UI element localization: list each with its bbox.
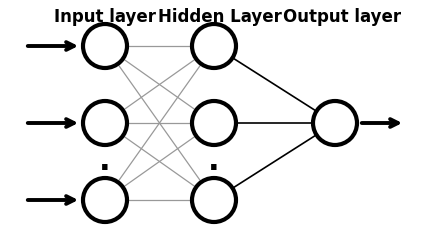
Text: .: .: [99, 148, 111, 176]
Circle shape: [192, 178, 236, 222]
Circle shape: [83, 101, 127, 145]
Circle shape: [312, 101, 356, 145]
Text: Hidden Layer: Hidden Layer: [158, 8, 281, 26]
Text: Input layer: Input layer: [54, 8, 155, 26]
Text: .: .: [208, 148, 219, 176]
Circle shape: [192, 101, 236, 145]
Circle shape: [192, 24, 236, 68]
Circle shape: [83, 24, 127, 68]
Circle shape: [83, 178, 127, 222]
Text: Output layer: Output layer: [282, 8, 400, 26]
